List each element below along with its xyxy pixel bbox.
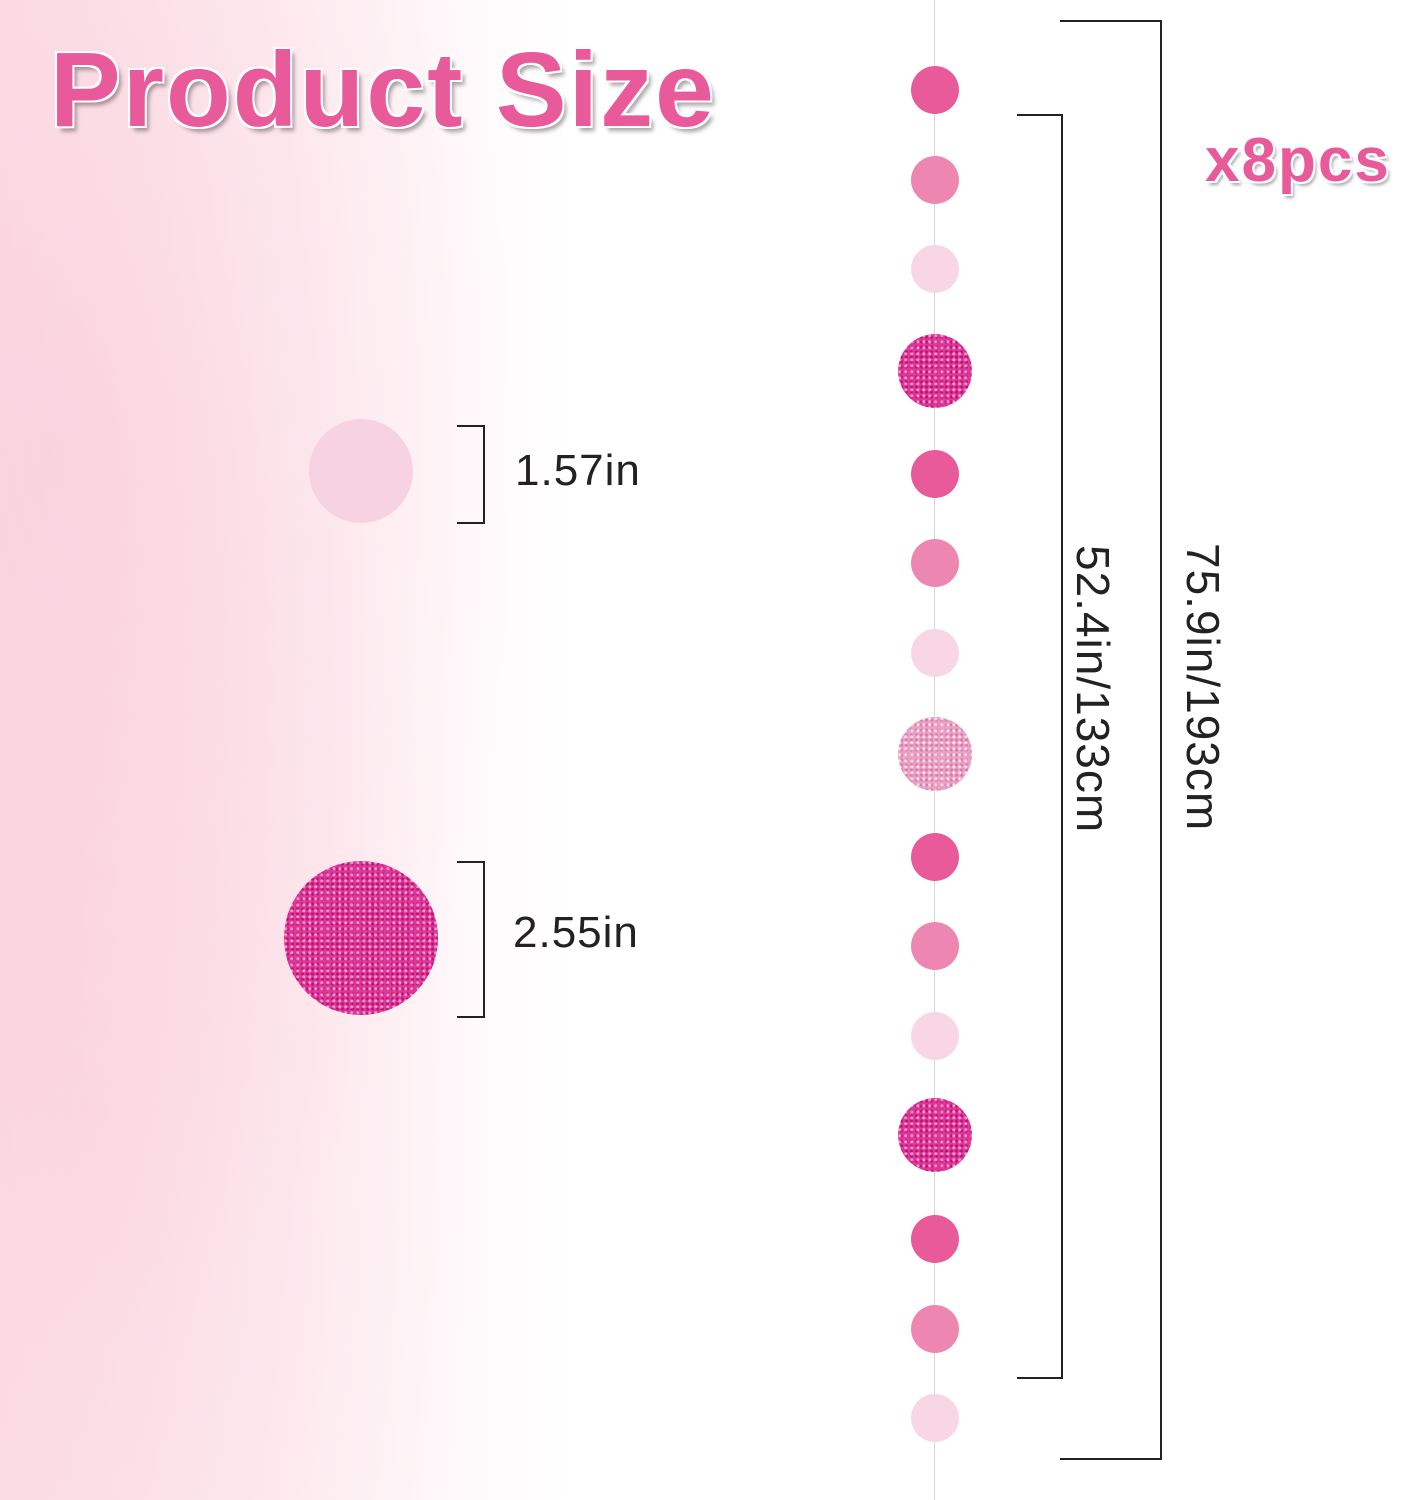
garland-circle-medium bbox=[911, 156, 959, 204]
large-circle-size: 2.55in bbox=[513, 908, 639, 957]
outer-length-label: 75.9in/193cm bbox=[1177, 543, 1229, 832]
garland-circle-light bbox=[911, 629, 959, 677]
garland-circle-light bbox=[911, 1394, 959, 1442]
garland-circle-glitter bbox=[898, 1098, 972, 1172]
garland-circle-glitter-light bbox=[898, 717, 972, 791]
outer-length-bracket bbox=[1060, 20, 1162, 1460]
small-circle-bracket bbox=[457, 425, 485, 524]
garland-circle-dark bbox=[911, 1215, 959, 1263]
garland-circle-medium bbox=[911, 539, 959, 587]
large-circle-bracket bbox=[457, 861, 485, 1018]
page-title: Product Size bbox=[50, 31, 717, 149]
garland-circle-medium bbox=[911, 1305, 959, 1353]
background bbox=[0, 0, 600, 1500]
garland-circle-dark bbox=[911, 833, 959, 881]
garland-circle-dark bbox=[911, 66, 959, 114]
garland-circle-glitter bbox=[898, 334, 972, 408]
garland-circle-medium bbox=[911, 922, 959, 970]
garland-circle-light bbox=[911, 1012, 959, 1060]
garland-circle-light bbox=[911, 245, 959, 293]
large-glitter-circle bbox=[284, 861, 438, 1015]
small-circle bbox=[309, 419, 413, 523]
quantity-label: x8pcs bbox=[1205, 126, 1391, 195]
garland-circle-dark bbox=[911, 450, 959, 498]
small-circle-size: 1.57in bbox=[515, 446, 641, 495]
inner-length-bracket bbox=[1017, 114, 1063, 1379]
